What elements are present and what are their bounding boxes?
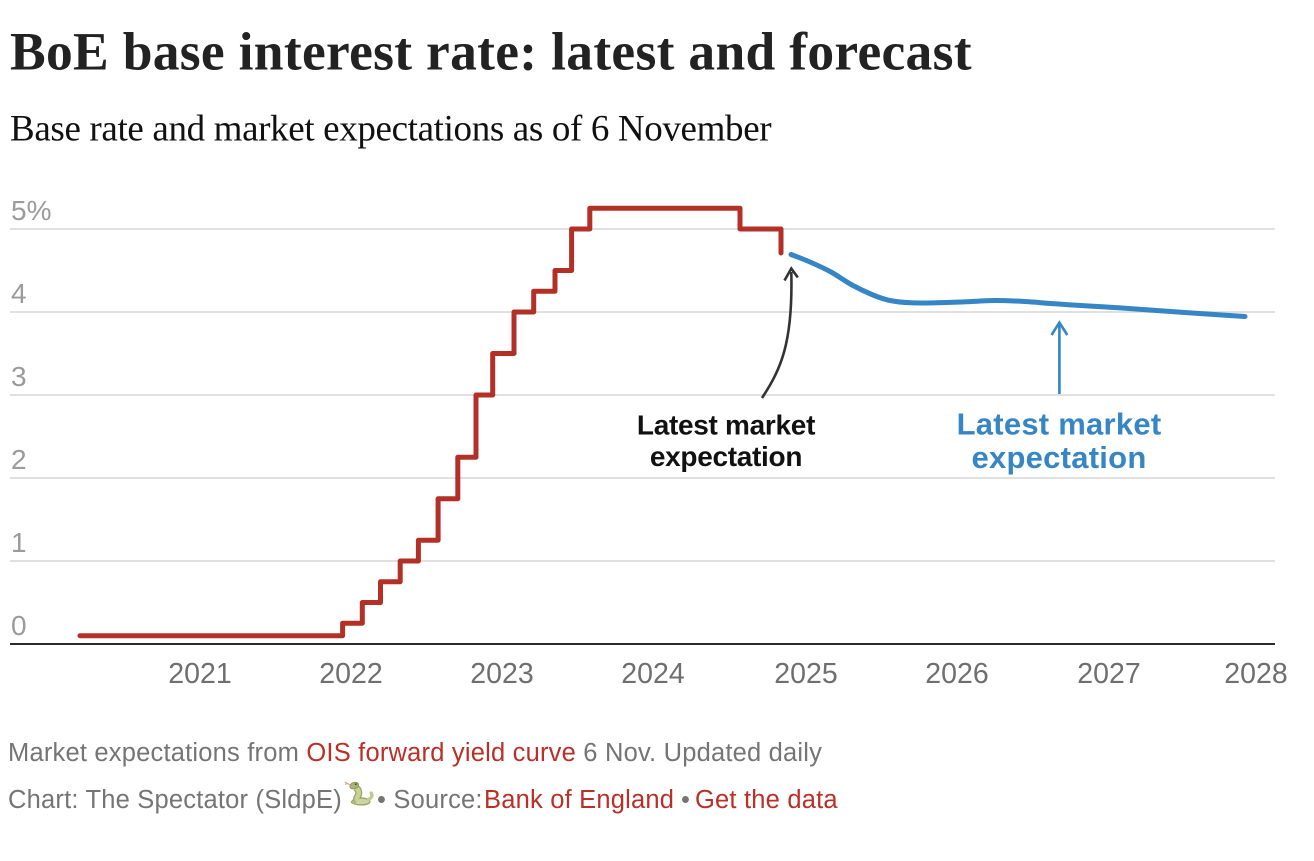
svg-text:2021: 2021 — [168, 658, 231, 690]
svg-text:Get the data: Get the data — [695, 786, 838, 814]
svg-text:Base rate and market expectati: Base rate and market expectations as of … — [10, 109, 771, 150]
svg-text:Chart: The Spectator (SldpE): Chart: The Spectator (SldpE) — [8, 786, 342, 814]
svg-text:2026: 2026 — [925, 658, 988, 690]
svg-text:Market expectations from OIS f: Market expectations from OIS forward yie… — [8, 739, 822, 767]
svg-text:0: 0 — [11, 610, 27, 641]
svg-text:2027: 2027 — [1077, 658, 1140, 690]
svg-text:1: 1 — [11, 527, 27, 558]
svg-text:Latest market: Latest market — [957, 407, 1162, 442]
svg-text:2028: 2028 — [1224, 658, 1287, 690]
svg-text:5%: 5% — [11, 195, 51, 226]
svg-text:•: • — [681, 786, 690, 814]
svg-text:2: 2 — [11, 444, 27, 475]
svg-text:2025: 2025 — [774, 658, 837, 690]
svg-text:Latest market: Latest market — [637, 410, 815, 441]
svg-text:4: 4 — [11, 278, 27, 309]
svg-text:2023: 2023 — [470, 658, 533, 690]
svg-text:• Source:: • Source: — [377, 786, 490, 814]
svg-text:expectation: expectation — [650, 441, 802, 472]
svg-text:Bank of England: Bank of England — [484, 786, 674, 814]
svg-text:expectation: expectation — [971, 440, 1146, 475]
svg-text:2022: 2022 — [319, 658, 382, 690]
svg-text:BoE base interest rate: latest: BoE base interest rate: latest and forec… — [10, 22, 972, 82]
svg-text:2024: 2024 — [621, 658, 685, 690]
svg-text:3: 3 — [11, 361, 27, 392]
